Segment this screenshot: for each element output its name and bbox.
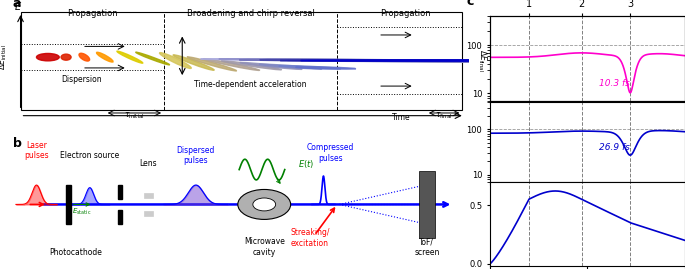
- Bar: [419, 171, 435, 238]
- Text: Laser
pulses: Laser pulses: [24, 141, 49, 160]
- Ellipse shape: [259, 64, 322, 69]
- Ellipse shape: [61, 54, 71, 60]
- Text: Compressed
pulses: Compressed pulses: [307, 143, 354, 162]
- Text: Propagation: Propagation: [380, 9, 431, 18]
- Text: Photocathode: Photocathode: [49, 248, 101, 257]
- Text: Lens: Lens: [139, 159, 157, 168]
- Circle shape: [253, 198, 275, 211]
- Ellipse shape: [295, 67, 356, 69]
- Text: c: c: [466, 0, 474, 8]
- Ellipse shape: [117, 51, 142, 63]
- Text: Broadening and chirp reversal: Broadening and chirp reversal: [186, 9, 314, 18]
- Text: $E(t)$: $E(t)$: [299, 158, 315, 170]
- Text: a: a: [13, 0, 21, 10]
- Text: b: b: [13, 137, 22, 150]
- Text: $\Delta E_{\rm initial}$: $\Delta E_{\rm initial}$: [0, 44, 9, 70]
- Text: $\tau_{\rm initial}$: $\tau_{\rm initial}$: [124, 110, 145, 121]
- Text: Propagation: Propagation: [66, 9, 117, 18]
- Ellipse shape: [239, 59, 535, 62]
- Text: $\tau_{\rm final}$: $\tau_{\rm final}$: [436, 110, 453, 121]
- Ellipse shape: [36, 54, 60, 61]
- Ellipse shape: [136, 52, 170, 65]
- Ellipse shape: [301, 60, 597, 61]
- Text: Microwave
cavity: Microwave cavity: [244, 238, 285, 257]
- Ellipse shape: [260, 59, 556, 62]
- Ellipse shape: [203, 59, 260, 70]
- Text: $E_{\rm static}$: $E_{\rm static}$: [72, 207, 92, 217]
- Bar: [119, 185, 122, 199]
- Text: 26.9 fs: 26.9 fs: [599, 143, 630, 152]
- Ellipse shape: [240, 62, 302, 69]
- Text: Time-dependent acceleration: Time-dependent acceleration: [195, 80, 307, 89]
- Ellipse shape: [173, 55, 214, 70]
- Circle shape: [238, 189, 290, 220]
- Bar: [144, 193, 153, 198]
- Text: Streaking/
excitation: Streaking/ excitation: [290, 228, 329, 248]
- Text: 10.3 fs: 10.3 fs: [599, 79, 630, 88]
- Bar: [144, 211, 153, 216]
- Ellipse shape: [280, 60, 576, 61]
- Text: Time: Time: [392, 113, 410, 122]
- Ellipse shape: [201, 59, 497, 62]
- Text: $E$: $E$: [14, 0, 22, 12]
- Ellipse shape: [79, 53, 90, 61]
- Bar: [119, 210, 122, 224]
- Text: Electron source: Electron source: [60, 151, 119, 160]
- Text: ToF/
screen: ToF/ screen: [414, 238, 440, 257]
- Ellipse shape: [221, 61, 282, 70]
- Text: Dispersed
pulses: Dispersed pulses: [177, 146, 215, 165]
- Ellipse shape: [187, 57, 236, 71]
- Bar: [66, 185, 71, 224]
- FancyBboxPatch shape: [21, 12, 462, 110]
- Ellipse shape: [219, 59, 514, 62]
- Ellipse shape: [97, 52, 113, 62]
- Text: Dispersion: Dispersion: [62, 75, 102, 84]
- Ellipse shape: [279, 66, 341, 69]
- Text: $\Delta E_{\rm final}$: $\Delta E_{\rm final}$: [476, 49, 488, 72]
- Ellipse shape: [160, 53, 191, 68]
